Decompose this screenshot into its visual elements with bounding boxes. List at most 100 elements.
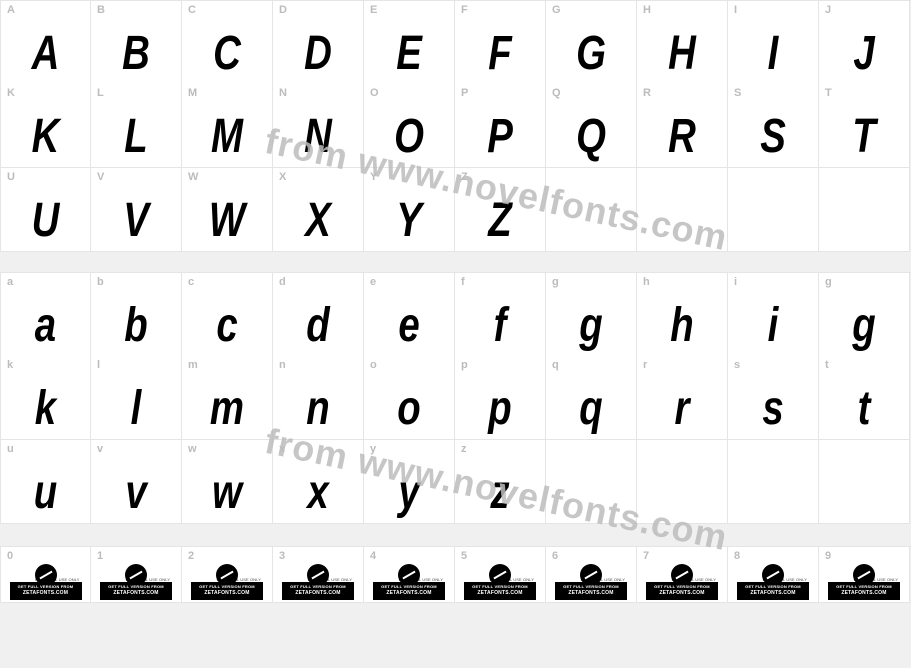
zetafonts-badge-icon: PERSONAL USE ONLYGET FULL VERSION FROMZE… xyxy=(10,564,82,600)
glyph-cell: gg xyxy=(546,273,637,357)
glyph: v xyxy=(100,469,172,517)
glyph-cell: II xyxy=(728,1,819,85)
glyph-cell: aa xyxy=(0,273,91,357)
glyph: K xyxy=(10,113,81,161)
badge-text: GET FULL VERSION FROM xyxy=(737,585,809,589)
glyph: J xyxy=(828,30,900,78)
cell-label: 9 xyxy=(825,550,832,562)
cell-label: u xyxy=(7,443,14,455)
glyph-cell: YY xyxy=(364,168,455,252)
glyph-cell: tt xyxy=(819,356,910,440)
badge-text: GET FULL VERSION FROM xyxy=(828,585,900,589)
glyph: i xyxy=(737,302,809,350)
glyph-cell: bb xyxy=(91,273,182,357)
cell-label: k xyxy=(7,359,14,371)
badge-text: GET FULL VERSION FROM xyxy=(191,585,263,589)
glyph: c xyxy=(191,302,263,350)
glyph: C xyxy=(191,30,263,78)
cell-label: D xyxy=(279,4,287,16)
glyph-cell xyxy=(819,440,910,524)
glyph-cell: uu xyxy=(0,440,91,524)
glyph-cell: JJ xyxy=(819,1,910,85)
cell-label: m xyxy=(188,359,198,371)
glyph-cell: 6PERSONAL USE ONLYGET FULL VERSION FROMZ… xyxy=(546,547,637,603)
glyph: t xyxy=(828,385,900,433)
cell-label: G xyxy=(552,4,561,16)
cell-label: T xyxy=(825,87,832,99)
cell-label: 5 xyxy=(461,550,468,562)
glyph-cell: ww xyxy=(182,440,273,524)
glyph: u xyxy=(10,469,81,517)
cell-label: z xyxy=(461,443,467,455)
lower-row: uuvvwwxxyyzz xyxy=(0,440,911,524)
glyph-cell: xx xyxy=(273,440,364,524)
glyph-cell: CC xyxy=(182,1,273,85)
zetafonts-badge-icon: PERSONAL USE ONLYGET FULL VERSION FROMZE… xyxy=(282,564,354,600)
badge-text: ZETAFONTS.COM xyxy=(464,591,536,596)
cell-label: y xyxy=(370,443,377,455)
cell-label: t xyxy=(825,359,829,371)
glyph: d xyxy=(282,302,354,350)
lower-row: kkllmmnnooppqqrrsstt xyxy=(0,356,911,440)
badge-circle-icon xyxy=(580,564,602,586)
badge-text: ZETAFONTS.COM xyxy=(10,591,82,596)
cell-label: g xyxy=(825,276,832,288)
cell-label: I xyxy=(734,4,738,16)
cell-label: i xyxy=(734,276,738,288)
glyph-cell: NN xyxy=(273,84,364,168)
cell-label: B xyxy=(97,4,105,16)
glyph: O xyxy=(373,113,445,161)
glyph: S xyxy=(737,113,809,161)
badge-text: ZETAFONTS.COM xyxy=(555,591,627,596)
glyph: w xyxy=(191,469,263,517)
glyph-cell: yy xyxy=(364,440,455,524)
glyph: Y xyxy=(373,197,445,245)
badge-text: GET FULL VERSION FROM xyxy=(464,585,536,589)
glyph-cell: 4PERSONAL USE ONLYGET FULL VERSION FROMZ… xyxy=(364,547,455,603)
glyph-cell: MM xyxy=(182,84,273,168)
lowercase-section: aabbccddeeffgghhiiggkkllmmnnooppqqrrsstt… xyxy=(0,272,911,524)
glyph-cell: ZZ xyxy=(455,168,546,252)
glyph-cell xyxy=(546,168,637,252)
cell-label: s xyxy=(734,359,741,371)
cell-label: 2 xyxy=(188,550,195,562)
badge-text: GET FULL VERSION FROM xyxy=(373,585,445,589)
glyph-cell: oo xyxy=(364,356,455,440)
glyph: G xyxy=(555,30,627,78)
glyph-cell: qq xyxy=(546,356,637,440)
glyph: U xyxy=(10,197,81,245)
badge-text: ZETAFONTS.COM xyxy=(373,591,445,596)
cell-label: a xyxy=(7,276,14,288)
glyph: f xyxy=(464,302,536,350)
glyph: Z xyxy=(464,197,536,245)
badge-text: ZETAFONTS.COM xyxy=(191,591,263,596)
glyph-cell: LL xyxy=(91,84,182,168)
glyph-cell: ii xyxy=(728,273,819,357)
zetafonts-badge-icon: PERSONAL USE ONLYGET FULL VERSION FROMZE… xyxy=(828,564,900,600)
cell-label: F xyxy=(461,4,468,16)
glyph-cell xyxy=(546,440,637,524)
badge-text: GET FULL VERSION FROM xyxy=(646,585,718,589)
glyph-cell: 1PERSONAL USE ONLYGET FULL VERSION FROMZ… xyxy=(91,547,182,603)
glyph-cell xyxy=(728,440,819,524)
cell-label: X xyxy=(279,171,287,183)
glyph-cell: BB xyxy=(91,1,182,85)
zetafonts-badge-icon: PERSONAL USE ONLYGET FULL VERSION FROMZE… xyxy=(646,564,718,600)
glyph-cell: dd xyxy=(273,273,364,357)
cell-label: b xyxy=(97,276,104,288)
glyph: b xyxy=(100,302,172,350)
cell-label: 0 xyxy=(7,550,14,562)
badge-circle-icon xyxy=(125,564,147,586)
glyph-cell: PP xyxy=(455,84,546,168)
badge-text: GET FULL VERSION FROM xyxy=(555,585,627,589)
glyph-cell: ff xyxy=(455,273,546,357)
zetafonts-badge-icon: PERSONAL USE ONLYGET FULL VERSION FROMZE… xyxy=(373,564,445,600)
badge-text: GET FULL VERSION FROM xyxy=(282,585,354,589)
glyph: z xyxy=(464,469,536,517)
font-character-map: AABBCCDDEEFFGGHHIIJJKKLLMMNNOOPPQQRRSSTT… xyxy=(0,0,911,668)
glyph-cell: AA xyxy=(0,1,91,85)
glyph-cell: gg xyxy=(819,273,910,357)
cell-label: V xyxy=(97,171,105,183)
glyph-cell xyxy=(728,168,819,252)
glyph: R xyxy=(646,113,718,161)
